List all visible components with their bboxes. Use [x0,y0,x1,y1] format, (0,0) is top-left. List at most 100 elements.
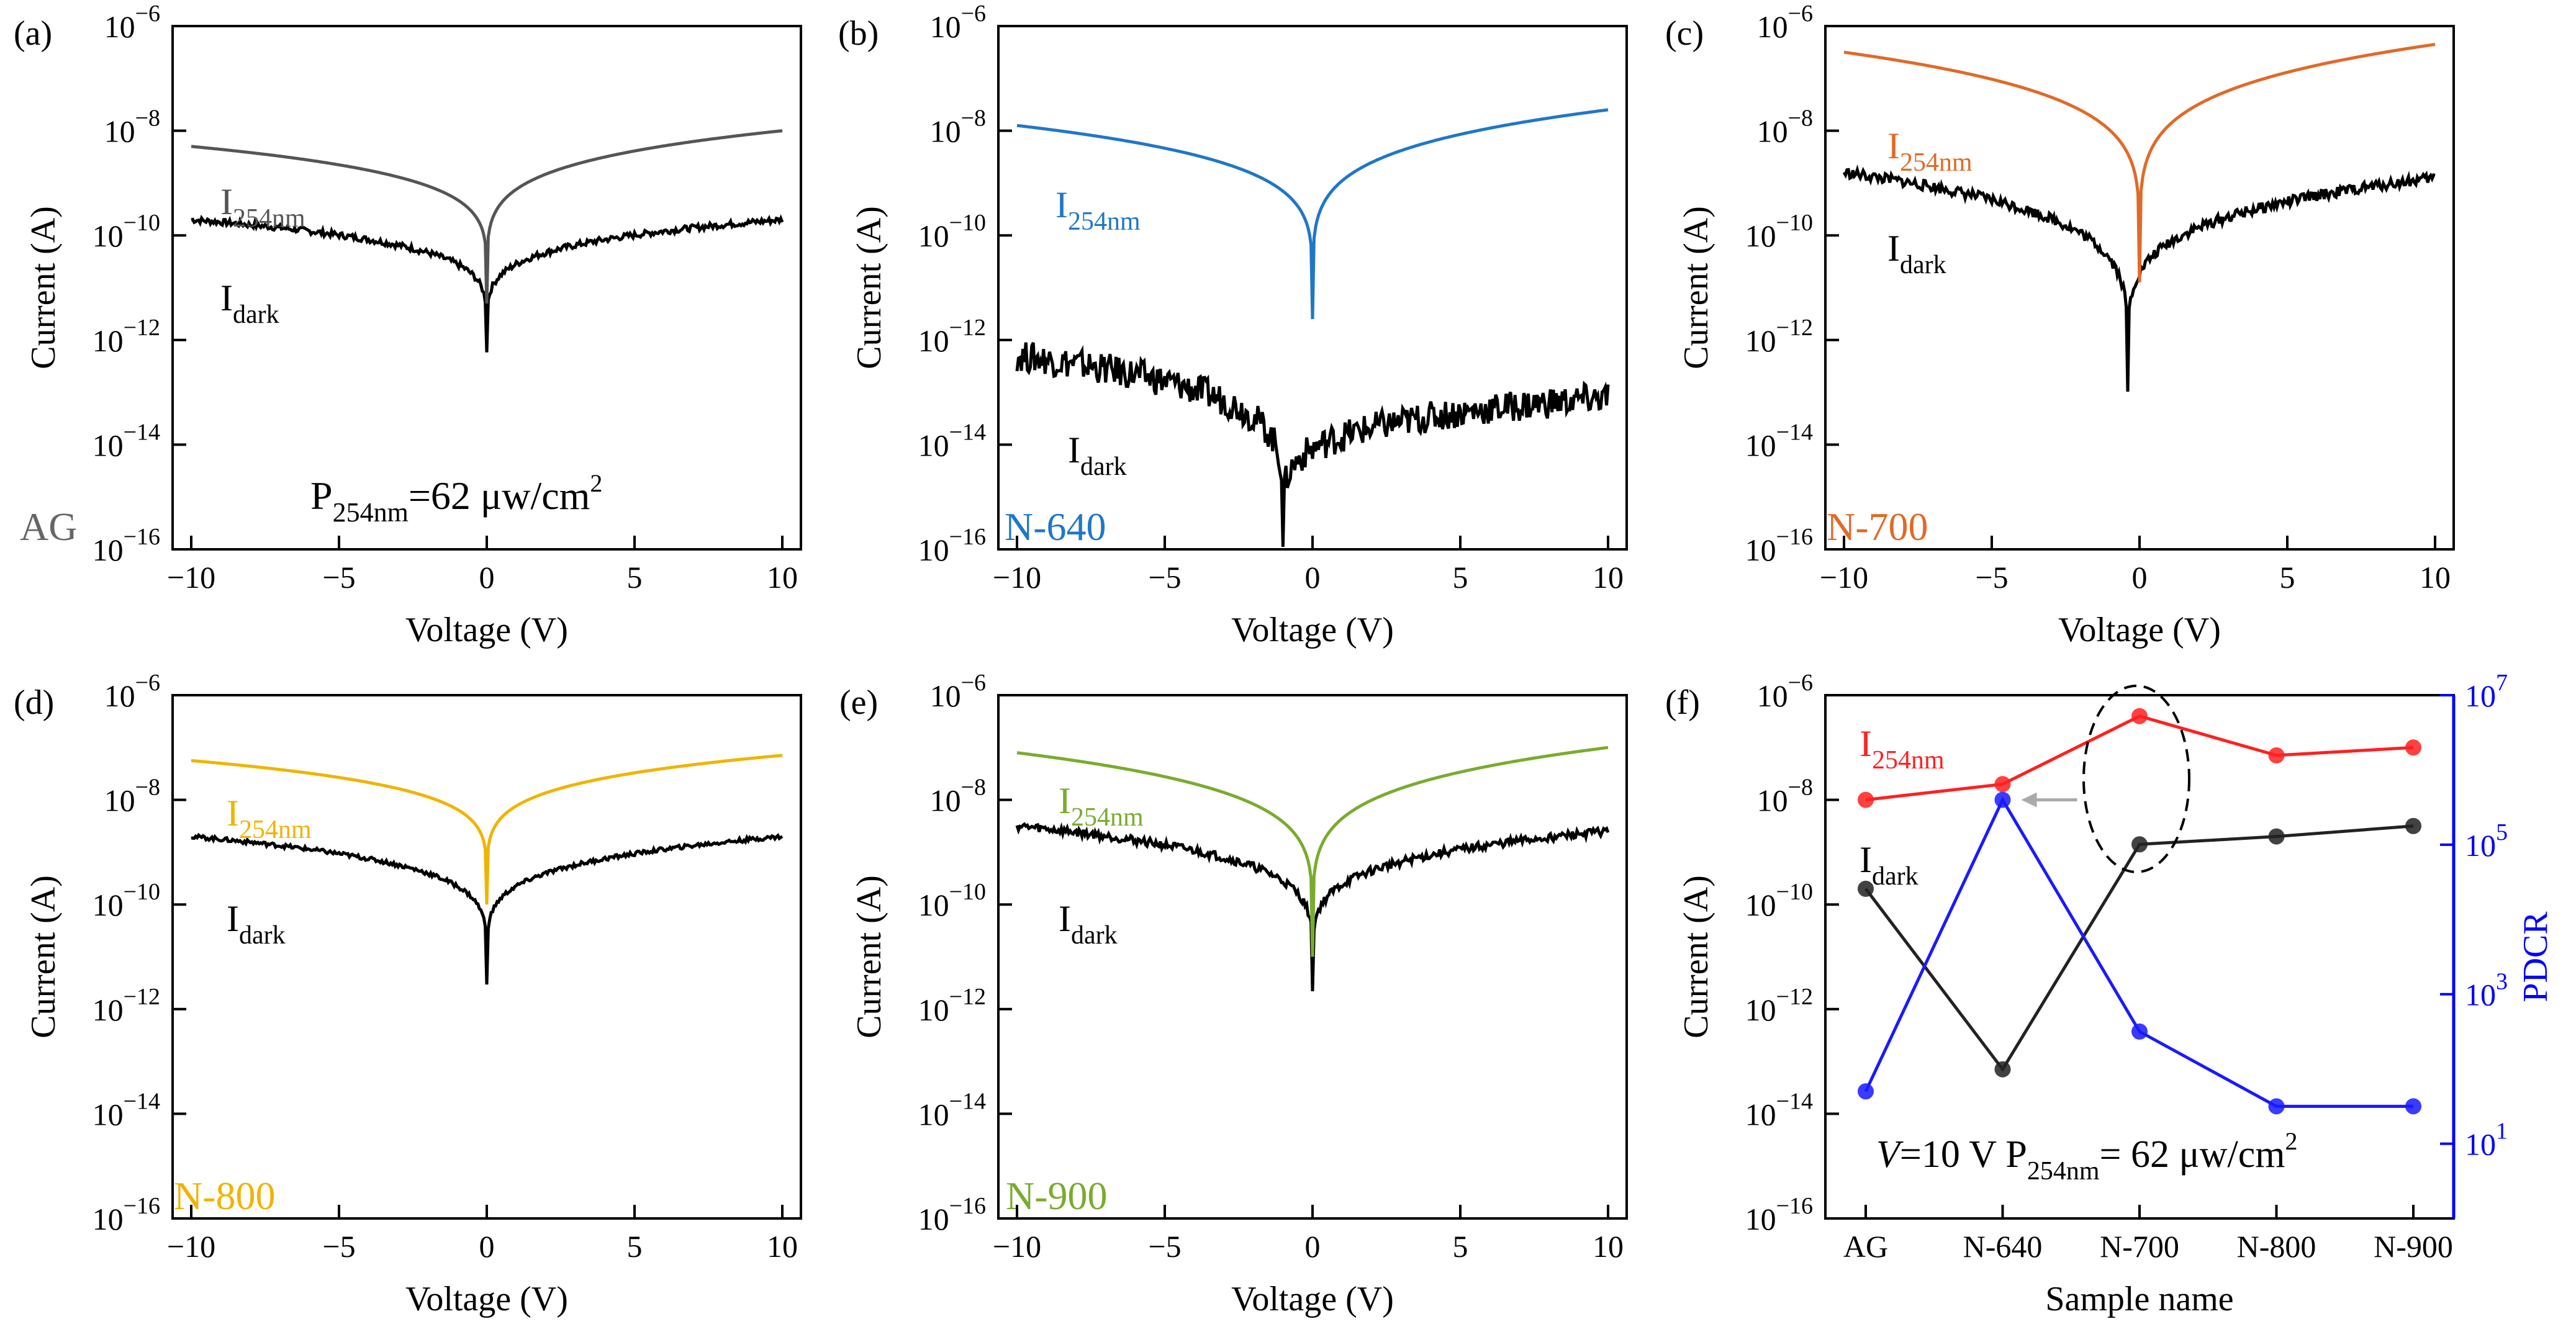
y-tick-label: 10−6 [104,670,160,713]
label-sub: dark [1900,251,1946,279]
series-point-1 [2268,828,2285,845]
tick-exponent: −16 [1776,1193,1813,1219]
photo-current-label: I254nm [1860,723,1945,775]
y-tick-label: 10−16 [918,524,986,567]
tick-exponent: −6 [1788,1,1813,27]
panel-label: (c) [1665,14,1704,53]
y-axis-title: Current (A) [24,206,63,369]
y2-axis-title: PDCR [2516,911,2555,1002]
tick-exponent: −10 [1776,879,1813,905]
tick-exponent: 1 [2496,1119,2508,1145]
label-sub: 254nm [233,204,305,233]
x-tick-label: −10 [993,560,1041,595]
label-sub: dark [1872,862,1918,891]
x-tick-label: 10 [2420,560,2451,595]
series-point-0 [2131,708,2148,724]
x-category-label: N-800 [2237,1229,2316,1264]
y-tick-label: 10−12 [1745,984,1813,1027]
panel-label: (a) [14,14,52,53]
sample-name-label: AG [20,505,77,549]
x-tick-label: 10 [1593,560,1624,595]
sample-name-label: N-900 [1006,1174,1108,1218]
label-base: I [1059,898,1071,939]
tick-base: 10 [1745,428,1776,462]
x-tick-label: 10 [767,560,798,595]
tick-base: 10 [918,218,949,253]
dark-current-label: Idark [1059,898,1118,950]
label-base: I [220,181,233,222]
label-sub: dark [1080,452,1127,481]
tick-exponent: −14 [949,1088,986,1114]
y-axis-title: Current (A) [850,875,888,1038]
tick-exponent: −12 [1776,984,1813,1010]
tick-exponent: −8 [1788,106,1813,132]
y-tick-label: 10−14 [918,419,986,462]
series-point-0 [1858,791,1874,808]
sample-name-label: N-800 [174,1174,276,1218]
series-point-1 [2405,817,2421,834]
label-base: I [1059,780,1071,821]
highlight-ellipse [2082,684,2190,873]
x-tick-label: −10 [167,560,215,595]
tick-base: 10 [2465,978,2496,1012]
tick-exponent: −16 [1776,524,1813,550]
x-tick-label: 10 [767,1229,798,1264]
tick-base: 10 [918,533,949,567]
dark-current-label: Idark [227,898,286,950]
x-axis-title: Voltage (V) [2058,611,2221,649]
tick-exponent: −6 [961,670,986,696]
sample-name-label: N-700 [1827,505,1928,549]
tick-exponent: −14 [124,419,160,445]
power-density-note: P254nm=62 μw/cm2 [310,469,602,528]
tick-base: 10 [918,1097,949,1132]
x-tick-label: 0 [1305,560,1321,595]
label-base: I [227,898,239,939]
tick-base: 10 [93,1097,124,1132]
tick-base: 10 [93,993,124,1027]
y2-tick-label: 107 [2465,670,2508,713]
label-base: I [1068,430,1080,470]
label-base: I [1887,125,1900,166]
y-axis-title: Current (A) [850,206,888,369]
photo-current-label: I254nm [1055,184,1141,236]
tick-exponent: −10 [124,210,160,236]
label-base: I [1887,228,1900,269]
label-sub: dark [233,300,279,329]
y2-tick-label: 101 [2465,1119,2508,1162]
y-axis-title: Current (A) [1677,206,1715,369]
tick-exponent: −8 [1788,775,1813,801]
tick-base: 10 [918,1202,949,1236]
label-base: I [1860,839,1872,880]
tick-exponent: −12 [949,315,986,341]
y-tick-label: 10−6 [930,1,986,44]
y-tick-label: 10−10 [93,210,160,253]
label-sub: 254nm [1900,148,1973,177]
annot-sub: 254nm [2027,1157,2100,1186]
tick-exponent: −16 [124,1193,160,1219]
tick-exponent: −8 [135,106,160,132]
photo-current-line [191,754,783,905]
x-tick-label: 5 [627,560,643,595]
tick-exponent: −12 [1776,315,1813,341]
y2-tick-label: 105 [2465,819,2508,863]
y-tick-label: 10−6 [1757,670,1813,713]
note-part: P [310,474,333,518]
tick-base: 10 [1745,888,1776,922]
series-point-0 [2268,747,2285,763]
x-category-label: AG [1843,1229,1888,1264]
tick-base: 10 [918,888,949,922]
y-tick-label: 10−16 [93,524,160,567]
photo-current-label: I254nm [1059,780,1144,832]
dark-current-label: Idark [1860,839,1918,891]
x-tick-label: −5 [322,1229,355,1264]
y-tick-label: 10−16 [93,1193,160,1236]
annot-part: V [1876,1133,1904,1176]
photo-current-line [1016,108,1609,320]
tick-base: 10 [930,114,961,149]
x-axis-title: Voltage (V) [1231,1280,1394,1318]
x-tick-label: −10 [1820,560,1868,595]
x-axis-title: Voltage (V) [405,611,568,649]
tick-base: 10 [104,783,135,818]
annot-sup: 2 [2285,1127,2297,1155]
y-tick-label: 10−8 [930,775,986,818]
